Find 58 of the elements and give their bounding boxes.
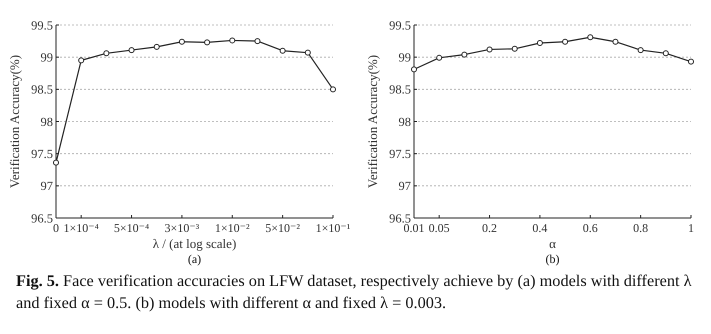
x-axis-title: α [549,236,556,251]
point [178,38,185,45]
y-tick-label: 99 [398,50,411,65]
text: (a) [188,252,202,266]
y-tick-label: 99.5 [389,18,411,32]
point [562,38,568,45]
y-tick-label: 97.5 [389,147,411,162]
y-tick-label: 97.5 [31,147,53,162]
y-tick-label: 97 [398,179,411,194]
x-tick-label: 0.8 [633,221,648,235]
point [128,47,135,54]
x-tick-label: 0 [53,221,59,235]
x-tick-label: 0.6 [582,221,598,235]
x-tick-label: 0.2 [482,221,498,235]
point [512,46,518,52]
y-tick-label: 97 [40,179,53,194]
y-tick-label: 98 [398,114,411,129]
y-tick-label: 96.5 [389,211,411,226]
point [304,50,311,56]
point [103,50,110,56]
point [330,86,336,92]
point [587,34,594,40]
y-tick-label: 98.5 [389,82,411,97]
x-tick-label: 1×10⁻² [214,221,250,235]
x-tick-label: 0.4 [532,221,548,235]
point [254,38,260,44]
y-tick-label: 99 [40,50,53,65]
x-tick-label: 1×10⁻¹ [316,221,351,235]
point [411,66,417,72]
x-tick-label: 3×10⁻³ [164,221,200,235]
point [280,48,286,54]
x-tick-label: 5×10⁻² [265,221,300,235]
point [204,39,210,46]
y-tick-label: 99.5 [31,18,53,32]
x-tick-label: 0.05 [428,221,450,235]
y-tick-label: 98 [40,114,53,129]
point [662,50,669,56]
point [154,44,160,50]
x-tick-label: 1 [688,221,694,235]
point [78,57,84,64]
point [436,54,442,61]
point [536,40,543,46]
point [612,38,618,45]
y-tick-label: 96.5 [31,211,53,226]
point [486,46,493,52]
point [461,52,468,58]
x-axis-title: λ / (at log scale) [152,236,236,251]
point [638,47,644,54]
y-tick-label: 98.5 [31,82,53,97]
point [53,160,59,166]
point [229,37,236,44]
y-axis-title: Verification Accuracy(%) [7,54,22,188]
y-axis-title: Verification Accuracy(%) [365,54,380,188]
x-tick-label: 5×10⁻⁴ [114,221,150,235]
x-tick-label: 1×10⁻⁴ [64,221,99,235]
point [688,58,694,65]
text: (b) [546,252,560,266]
caption: Fig. 5. Face verification accuracies on LFW dataset, respectively achieve by (a) models with different λ and fixed α = 0.5. (b) models with different α and fixed λ = 0.003. [16,270,692,314]
